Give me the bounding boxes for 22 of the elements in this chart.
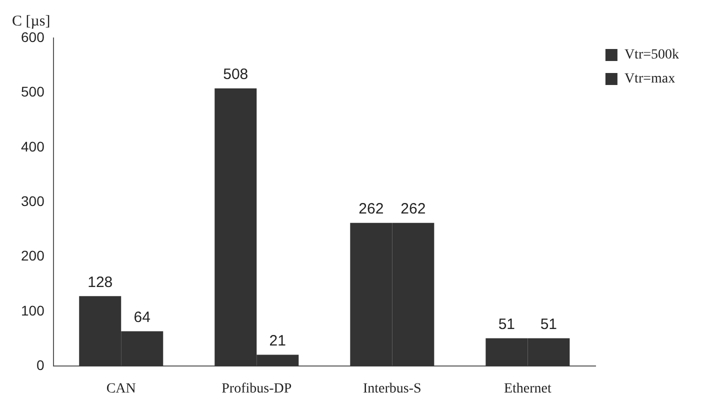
x-tick-label: Profibus-DP — [222, 381, 292, 396]
y-axis-title: C [µs] — [12, 13, 50, 30]
data-label: 51 — [498, 316, 516, 333]
y-tick-label: 200 — [21, 248, 45, 264]
data-label: 21 — [269, 332, 286, 350]
data-label: 128 — [88, 274, 113, 291]
data-label: 262 — [358, 200, 384, 218]
data-label: 262 — [400, 200, 426, 218]
data-label: 51 — [540, 316, 558, 333]
y-tick-label: 300 — [21, 192, 45, 209]
legend-label: Vtr=max — [624, 72, 676, 87]
x-tick-label: Interbus-S — [362, 381, 422, 396]
y-tick-label: 100 — [21, 302, 45, 318]
x-tick-label: Ethernet — [504, 381, 552, 396]
y-tick-label: 600 — [21, 28, 45, 45]
y-tick-label: 0 — [36, 357, 45, 374]
data-label: 64 — [134, 308, 150, 326]
x-tick-label: CAN — [106, 381, 136, 396]
y-tick-label: 400 — [21, 138, 45, 154]
legend-label: Vtr=500k — [624, 48, 680, 63]
data-label: 508 — [223, 66, 248, 83]
y-tick-label: 500 — [21, 84, 45, 100]
